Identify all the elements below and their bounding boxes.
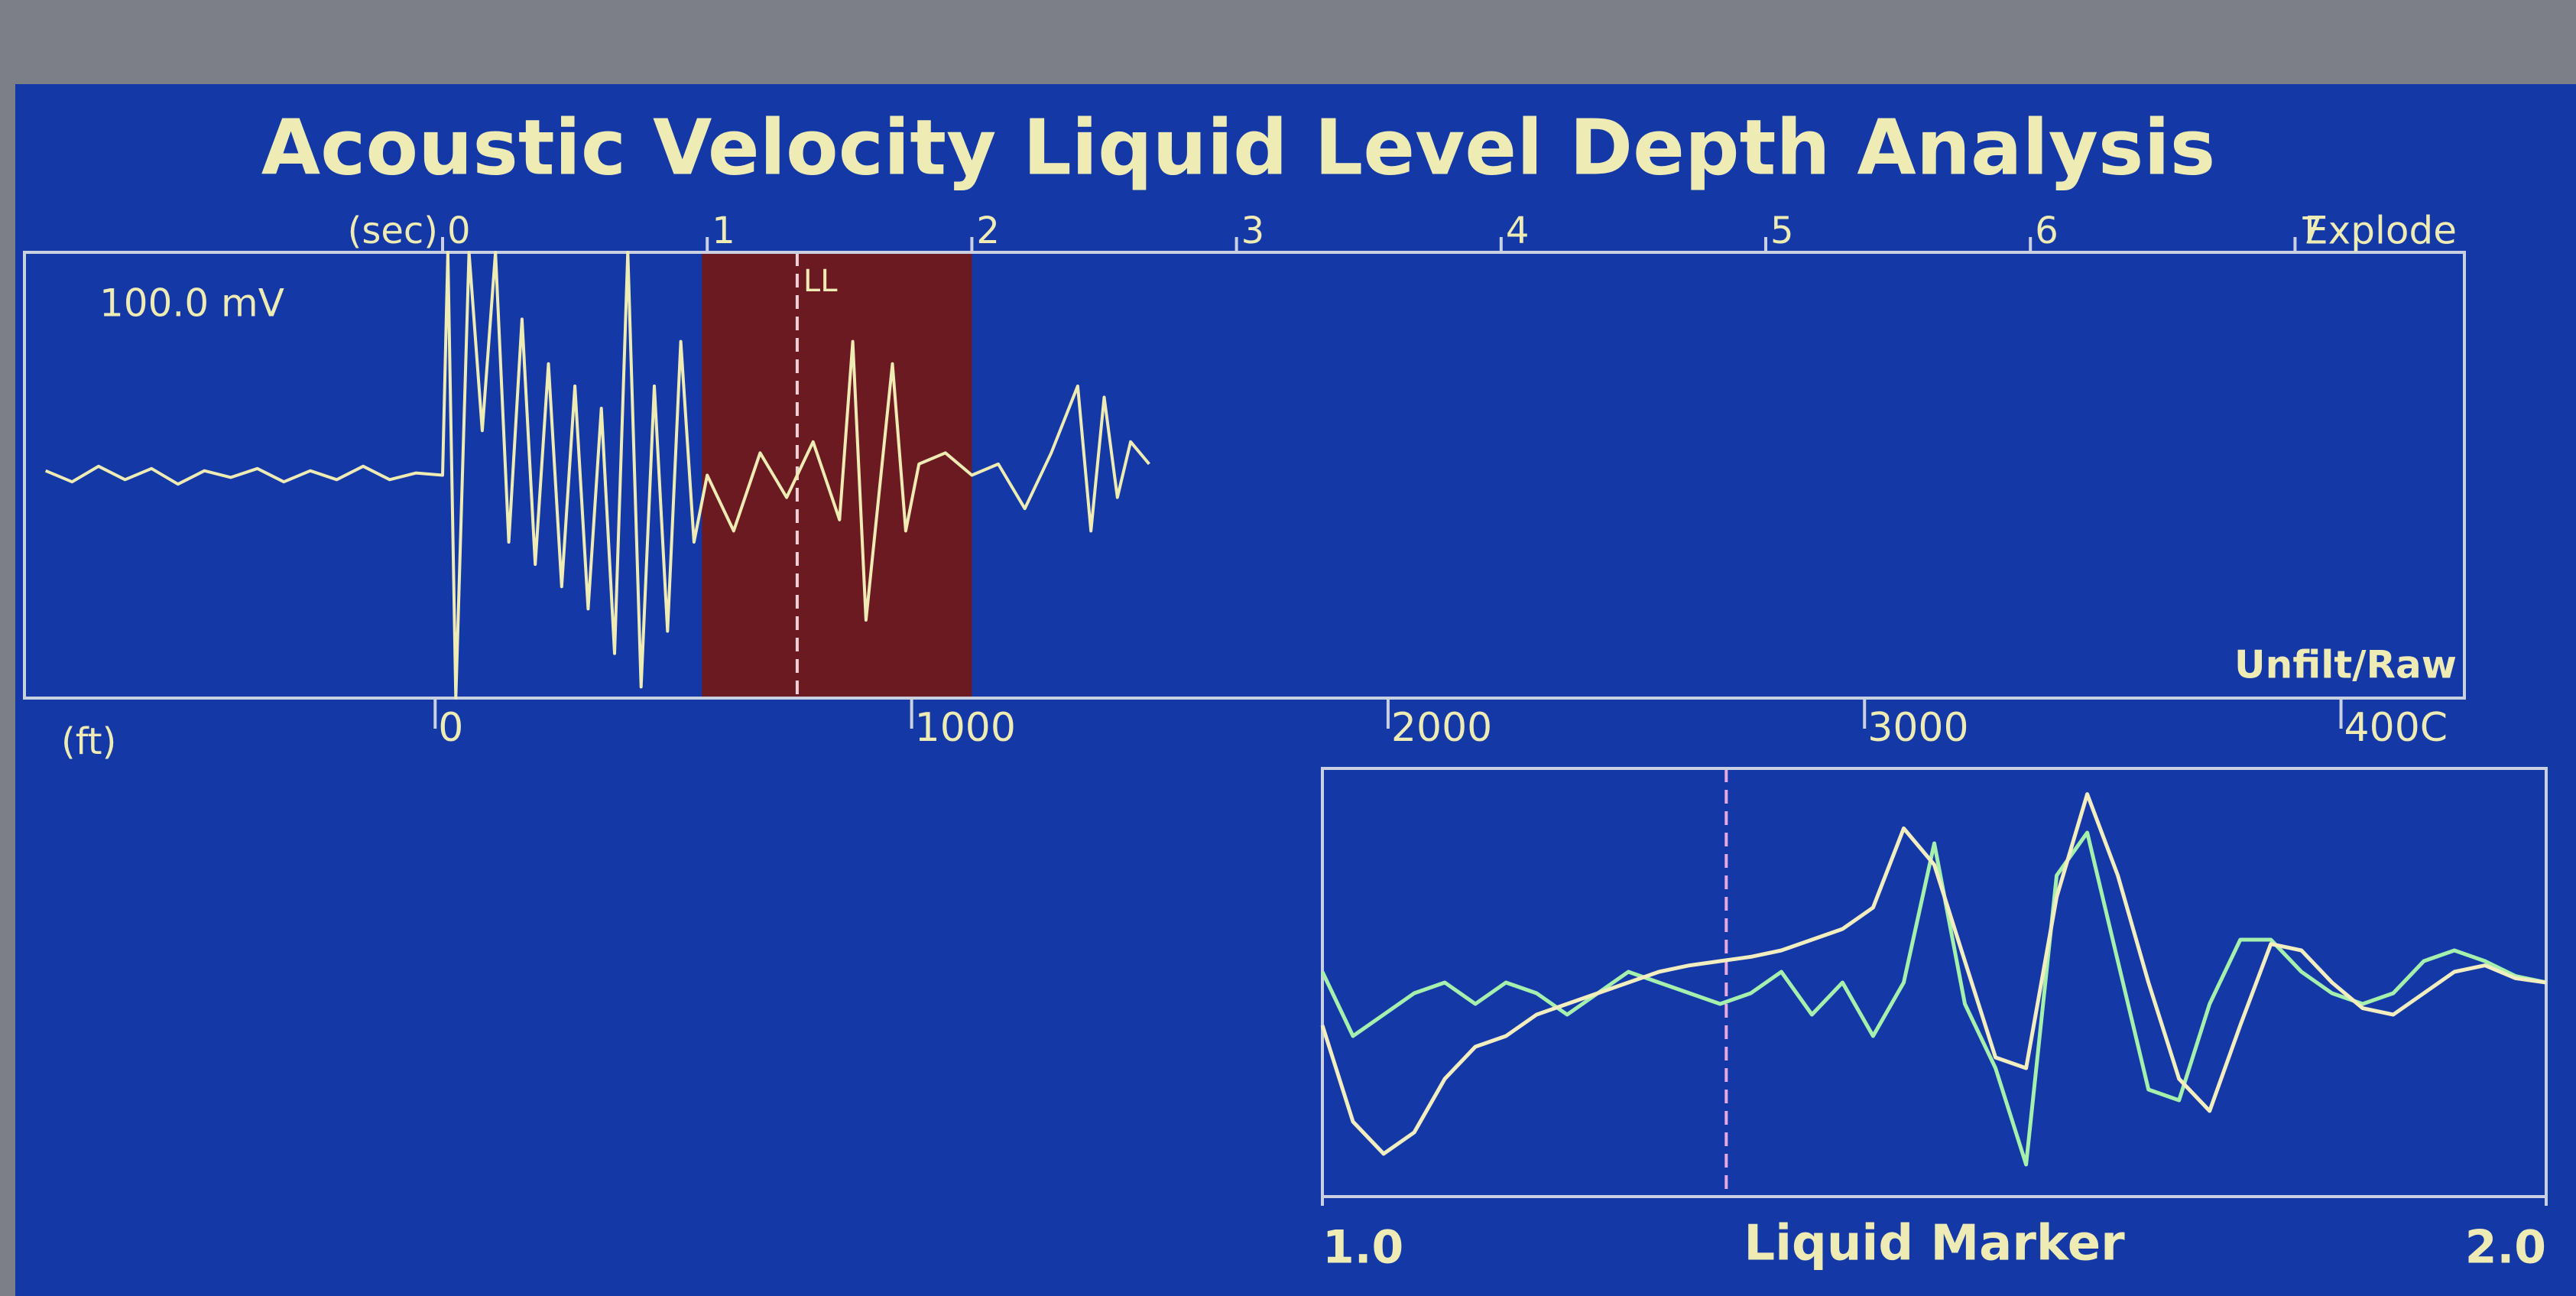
x-tick-label: 1.0 bbox=[1322, 1221, 1403, 1275]
x-tick-label: 1 bbox=[712, 210, 735, 252]
x2-tick-label: 2000 bbox=[1391, 705, 1492, 751]
annotation: Explode bbox=[2304, 209, 2457, 253]
x2-tick-label: 400C bbox=[2344, 705, 2448, 751]
screen: Acoustic Velocity Liquid Level Depth Ana… bbox=[0, 0, 2576, 1296]
x-axis-label: Liquid Marker bbox=[1744, 1216, 2125, 1272]
x-tick-label: 5 bbox=[1770, 210, 1794, 252]
x-tick-label: 4 bbox=[1506, 210, 1530, 252]
x-tick-label: 2.0 bbox=[2465, 1221, 2546, 1275]
x-axis-label: (sec) bbox=[348, 210, 438, 252]
highlight-region bbox=[702, 252, 972, 698]
x-tick-label: 6 bbox=[2035, 210, 2059, 252]
marker-label: LL bbox=[803, 264, 838, 299]
annotation: Unfilt/Raw bbox=[2234, 643, 2457, 687]
x-tick-label: 0 bbox=[447, 210, 471, 252]
x2-tick-label: 3000 bbox=[1867, 705, 1968, 751]
x-tick-label: 3 bbox=[1241, 210, 1265, 252]
x-tick-label: 2 bbox=[976, 210, 1000, 252]
scale-label: 100.0 mV bbox=[99, 281, 284, 326]
display bbox=[15, 84, 2576, 1296]
x2-axis-label: (ft) bbox=[61, 720, 116, 763]
title: Acoustic Velocity Liquid Level Depth Ana… bbox=[261, 102, 2216, 192]
x2-tick-label: 0 bbox=[438, 705, 463, 751]
x2-tick-label: 1000 bbox=[915, 705, 1016, 751]
